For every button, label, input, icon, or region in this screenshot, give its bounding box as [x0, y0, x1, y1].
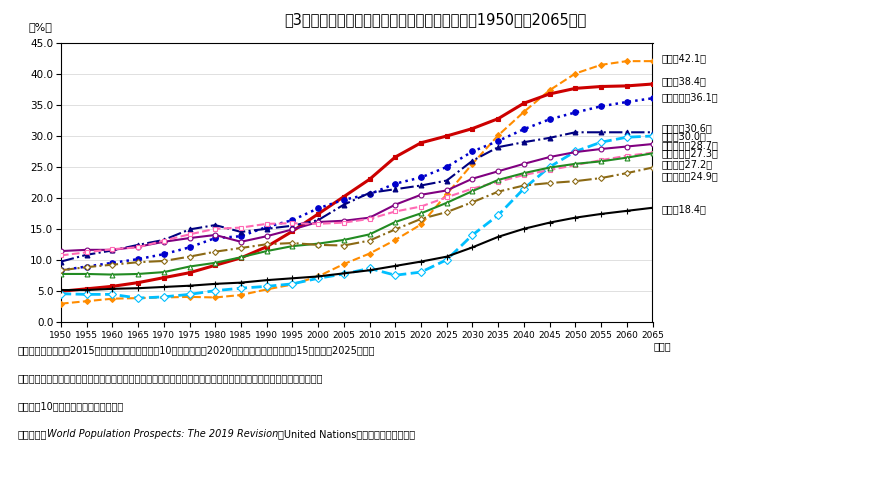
Text: 日本（38.4）: 日本（38.4）: [660, 76, 706, 86]
Text: World Population Prospects: The 2019 Revision: World Population Prospects: The 2019 Rev…: [47, 429, 278, 439]
Text: 図3　主要国における高齢者人口の割合の推移（1950年～2065年）: 図3 主要国における高齢者人口の割合の推移（1950年～2065年）: [283, 12, 586, 27]
Text: （%）: （%）: [29, 22, 52, 32]
Text: 世界（18.4）: 世界（18.4）: [660, 204, 706, 214]
Text: （年）: （年）: [653, 341, 671, 351]
Text: ら各年10月１日現在の推計値を使用: ら各年10月１日現在の推計値を使用: [17, 401, 123, 411]
Text: カナダ（27.2）: カナダ（27.2）: [660, 159, 712, 169]
Text: ドイツ（30.6）: ドイツ（30.6）: [660, 123, 711, 133]
Text: イギリス（27.3）: イギリス（27.3）: [660, 148, 717, 158]
Text: 韓国（42.1）: 韓国（42.1）: [660, 54, 706, 64]
Text: （United Nations）の各年７月１日現在: （United Nations）の各年７月１日現在: [278, 429, 415, 439]
Text: 資料：日本の値は、2015年までは「国勢調査」の10月１日現在、2020年は「人口推計」の９月15日現在、2025年以降: 資料：日本の値は、2015年までは「国勢調査」の10月１日現在、2020年は「人…: [17, 346, 375, 356]
Text: 他国は、: 他国は、: [17, 429, 47, 439]
Text: 中国（30.0）: 中国（30.0）: [660, 131, 706, 141]
Text: アメリカ（24.9）: アメリカ（24.9）: [660, 171, 717, 181]
Text: フランス（28.7）: フランス（28.7）: [660, 140, 717, 150]
Text: は国立社会保障・人口問題研究所「日本の将来推計人口」（出生（中位）死亡（中位）推計）における将来推計か: は国立社会保障・人口問題研究所「日本の将来推計人口」（出生（中位）死亡（中位）推…: [17, 373, 322, 384]
Text: イタリア（36.1）: イタリア（36.1）: [660, 93, 717, 103]
